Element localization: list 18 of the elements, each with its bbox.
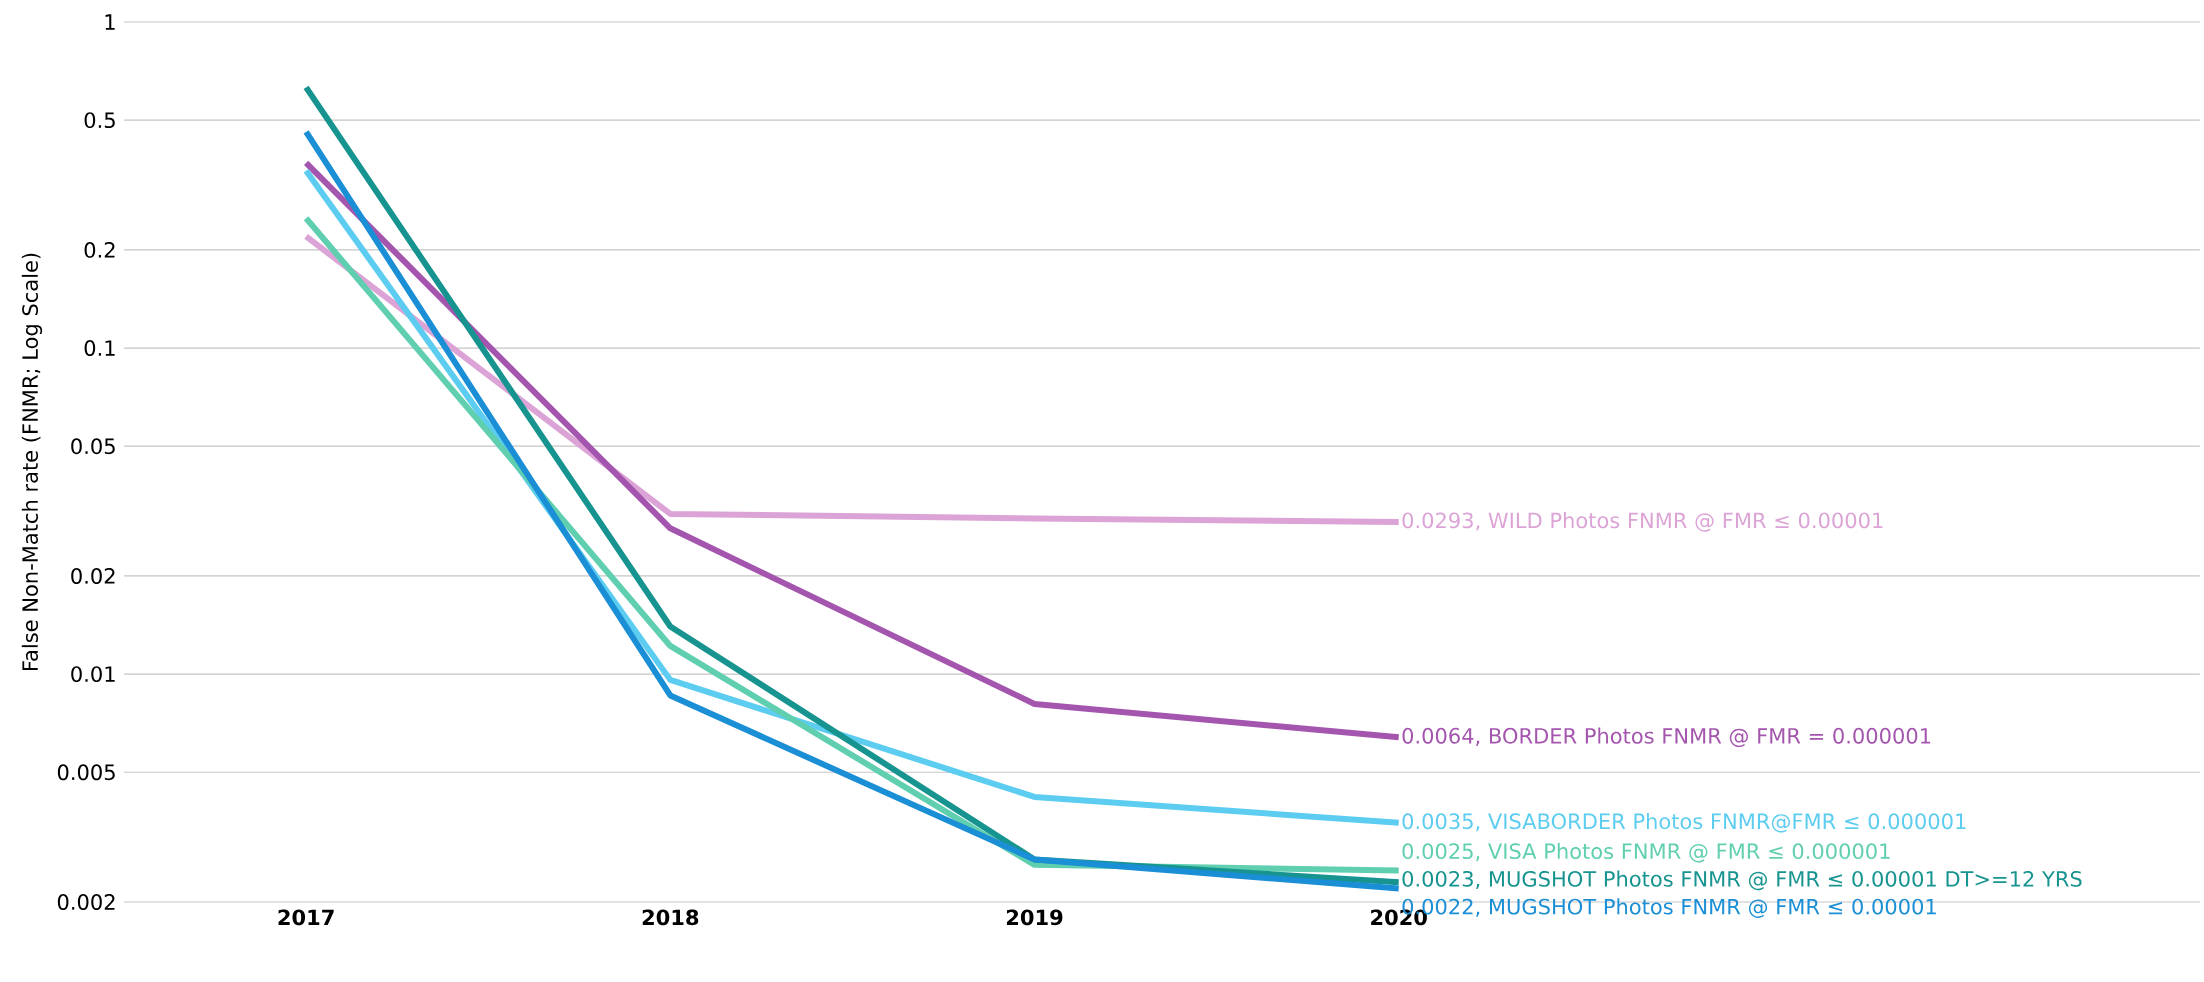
y-tick-label: 0.5	[84, 112, 115, 129]
y-tick-label: 0.2	[84, 241, 115, 258]
series-label: 0.0025, VISA Photos FNMR @ FMR ≤ 0.000001	[1402, 842, 1890, 863]
y-axis-title: False Non-Match rate (FNMR; Log Scale)	[21, 253, 43, 671]
y-tick-label: 0.002	[57, 894, 115, 910]
x-tick-label: 2017	[278, 909, 334, 926]
series-label: 0.0023, MUGSHOT Photos FNMR @ FMR ≤ 0.00001 DT>=12 YRS	[1402, 870, 2082, 891]
x-tick-label: 2018	[642, 909, 699, 926]
y-tick-label: 0.005	[57, 764, 115, 781]
y-tick-label: 0.1	[84, 340, 115, 356]
y-tick-label: 0.02	[71, 568, 115, 584]
series-label: 0.0064, BORDER Photos FNMR @ FMR = 0.000001	[1402, 727, 1931, 748]
y-tick-label: 1	[105, 14, 115, 30]
series-label: 0.0293, WILD Photos FNMR @ FMR ≤ 0.00001	[1402, 512, 1883, 532]
y-tick-label: 0.01	[71, 666, 115, 683]
y-tick-label: 0.05	[71, 438, 115, 455]
series-label: 0.0035, VISABORDER Photos FNMR@FMR ≤ 0.000001	[1402, 812, 1966, 833]
x-tick-label: 2019	[1006, 909, 1063, 926]
